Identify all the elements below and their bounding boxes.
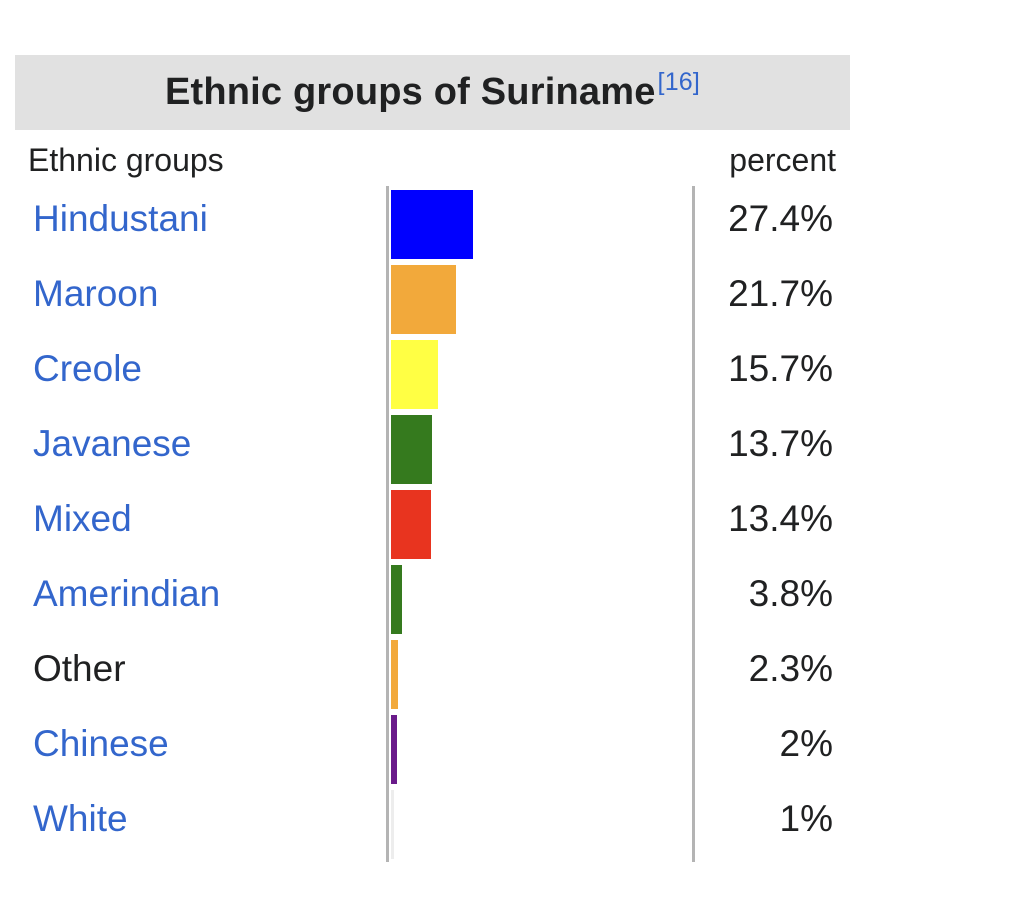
value-label-hindustani: 27.4% [728,198,833,239]
value-column-header: percent [729,142,836,178]
value-label-mixed: 13.4% [728,498,833,539]
value-label-amerindian: 3.8% [748,573,833,614]
category-label-javanese[interactable]: Javanese [33,423,192,464]
category-column-header: Ethnic groups [28,142,224,178]
chart-title: Ethnic groups of Suriname[16] [164,68,701,114]
value-label-creole: 15.7% [728,348,833,389]
bar-mixed [391,490,432,559]
category-label-hindustani[interactable]: Hindustani [33,198,208,239]
bar-hindustani [391,190,474,259]
chart-title-bar: Ethnic groups of Suriname[16] [15,55,850,130]
value-label-maroon: 21.7% [728,273,833,314]
bar-javanese [391,415,433,484]
value-label-white: 1% [779,798,833,839]
value-label-chinese: 2% [779,723,833,764]
bar-amerindian [391,565,403,634]
reference-link[interactable]: [16] [657,68,701,96]
category-label-amerindian[interactable]: Amerindian [33,573,221,614]
category-label-mixed[interactable]: Mixed [33,498,132,539]
category-label-maroon[interactable]: Maroon [33,273,159,314]
category-label-white[interactable]: White [33,798,128,839]
bar-other [391,640,398,709]
left-axis-divider [386,186,389,862]
bar-chinese [391,715,397,784]
right-axis-divider [692,186,695,862]
category-label-creole[interactable]: Creole [33,348,142,389]
category-label-other: Other [33,648,126,689]
bar-creole [391,340,439,409]
value-label-other: 2.3% [748,648,833,689]
bar-maroon [391,265,457,334]
value-label-javanese: 13.7% [728,423,833,464]
bar-white [391,790,394,859]
category-label-chinese[interactable]: Chinese [33,723,169,764]
chart-title-text: Ethnic groups of Suriname [164,71,656,113]
